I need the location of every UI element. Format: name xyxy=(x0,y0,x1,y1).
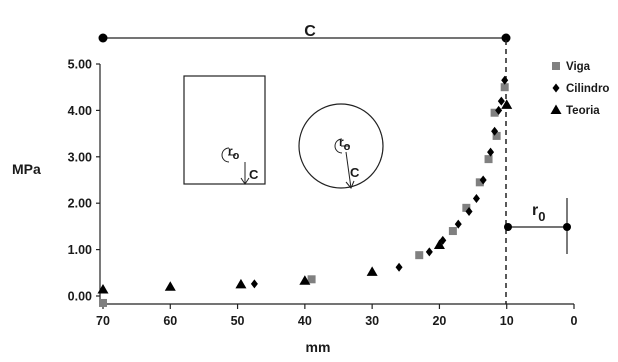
y-tick-label: 0.00 xyxy=(68,290,92,304)
x-tick-label: 60 xyxy=(163,314,177,328)
y-tick-label: 4.00 xyxy=(68,104,92,118)
viga-point xyxy=(307,275,316,284)
x-tick-label: 70 xyxy=(96,314,110,328)
x-tick-label: 20 xyxy=(432,314,446,328)
legend-cilindro-label: Cilindro xyxy=(566,83,609,95)
y-tick-label: 3.00 xyxy=(68,150,92,164)
cilindro-point xyxy=(487,147,495,157)
viga-point xyxy=(490,108,499,117)
r0-span-left-dot xyxy=(504,223,512,231)
cilindro-point xyxy=(425,247,433,257)
teoria-point xyxy=(97,284,109,294)
viga-point xyxy=(492,131,501,140)
cilindro-point xyxy=(395,262,403,272)
x-tick-label: 0 xyxy=(571,314,578,328)
c-span-label: C xyxy=(304,23,316,40)
beam-hole-arc xyxy=(221,147,230,163)
beam-section-diagram: ro C xyxy=(183,75,266,185)
viga-point xyxy=(484,155,493,164)
viga-point xyxy=(415,251,424,260)
cylinder-c-arrow-icon xyxy=(345,180,355,189)
teoria-point xyxy=(501,99,513,109)
legend-viga-marker xyxy=(552,62,560,70)
legend-viga-label: Viga xyxy=(566,61,591,73)
cylinder-r-label: ro xyxy=(339,135,351,153)
x-tick-label: 30 xyxy=(365,314,379,328)
cilindro-point xyxy=(250,279,258,289)
x-tick-label: 40 xyxy=(298,314,312,328)
x-tick-label: 10 xyxy=(500,314,514,328)
y-tick-label: 2.00 xyxy=(68,197,92,211)
axes xyxy=(99,64,574,305)
cilindro-point xyxy=(497,96,505,106)
r0-span-right-dot xyxy=(563,223,571,231)
c-span-annotation: C xyxy=(98,23,511,43)
teoria-point xyxy=(433,239,445,249)
c-span-left-dot xyxy=(98,33,108,43)
y-ticks: 0.00 1.00 2.00 3.00 4.00 5.00 xyxy=(68,58,100,304)
legend-cilindro-marker xyxy=(552,83,560,93)
viga-point xyxy=(500,83,509,92)
y-tick-label: 5.00 xyxy=(68,58,92,72)
teoria-point xyxy=(366,266,378,276)
legend: Viga Cilindro Teoria xyxy=(550,61,609,117)
teoria-point xyxy=(164,281,176,291)
beam-section-rect xyxy=(183,75,266,185)
r0-span-annotation: r0 xyxy=(504,198,571,254)
y-tick-label: 1.00 xyxy=(68,243,92,257)
cilindro-point xyxy=(454,219,462,229)
beam-r-label: ro xyxy=(228,144,240,162)
cilindro-point xyxy=(495,105,503,115)
viga-point xyxy=(462,203,471,212)
beam-c-arrow-icon xyxy=(240,177,250,185)
c-span-right-dot xyxy=(501,33,511,43)
x-tick-label: 50 xyxy=(231,314,245,328)
cilindro-point xyxy=(472,194,480,204)
cylinder-section-diagram: ro C xyxy=(298,103,384,189)
y-axis-title: MPa xyxy=(12,161,41,177)
viga-point xyxy=(448,227,457,236)
cylinder-outer-circle xyxy=(298,103,384,189)
cylinder-hole-arc xyxy=(334,138,343,154)
cylinder-c-label: C xyxy=(350,165,360,180)
cylinder-c-line xyxy=(345,151,352,189)
data-markers xyxy=(97,75,513,307)
cilindro-point xyxy=(465,207,473,217)
x-axis-title: mm xyxy=(306,339,331,355)
teoria-point xyxy=(235,278,247,289)
legend-teoria-label: Teoria xyxy=(566,105,600,117)
beam-c-label: C xyxy=(249,167,259,182)
teoria-point xyxy=(299,275,311,285)
cilindro-point xyxy=(501,75,509,85)
cilindro-point xyxy=(491,126,499,136)
legend-teoria-marker xyxy=(550,104,562,114)
viga-point xyxy=(475,178,484,187)
viga-point xyxy=(99,298,107,307)
x-ticks: 70 60 50 40 30 20 10 0 xyxy=(96,304,578,328)
cilindro-point xyxy=(479,175,487,185)
r0-span-label: r0 xyxy=(532,202,545,224)
